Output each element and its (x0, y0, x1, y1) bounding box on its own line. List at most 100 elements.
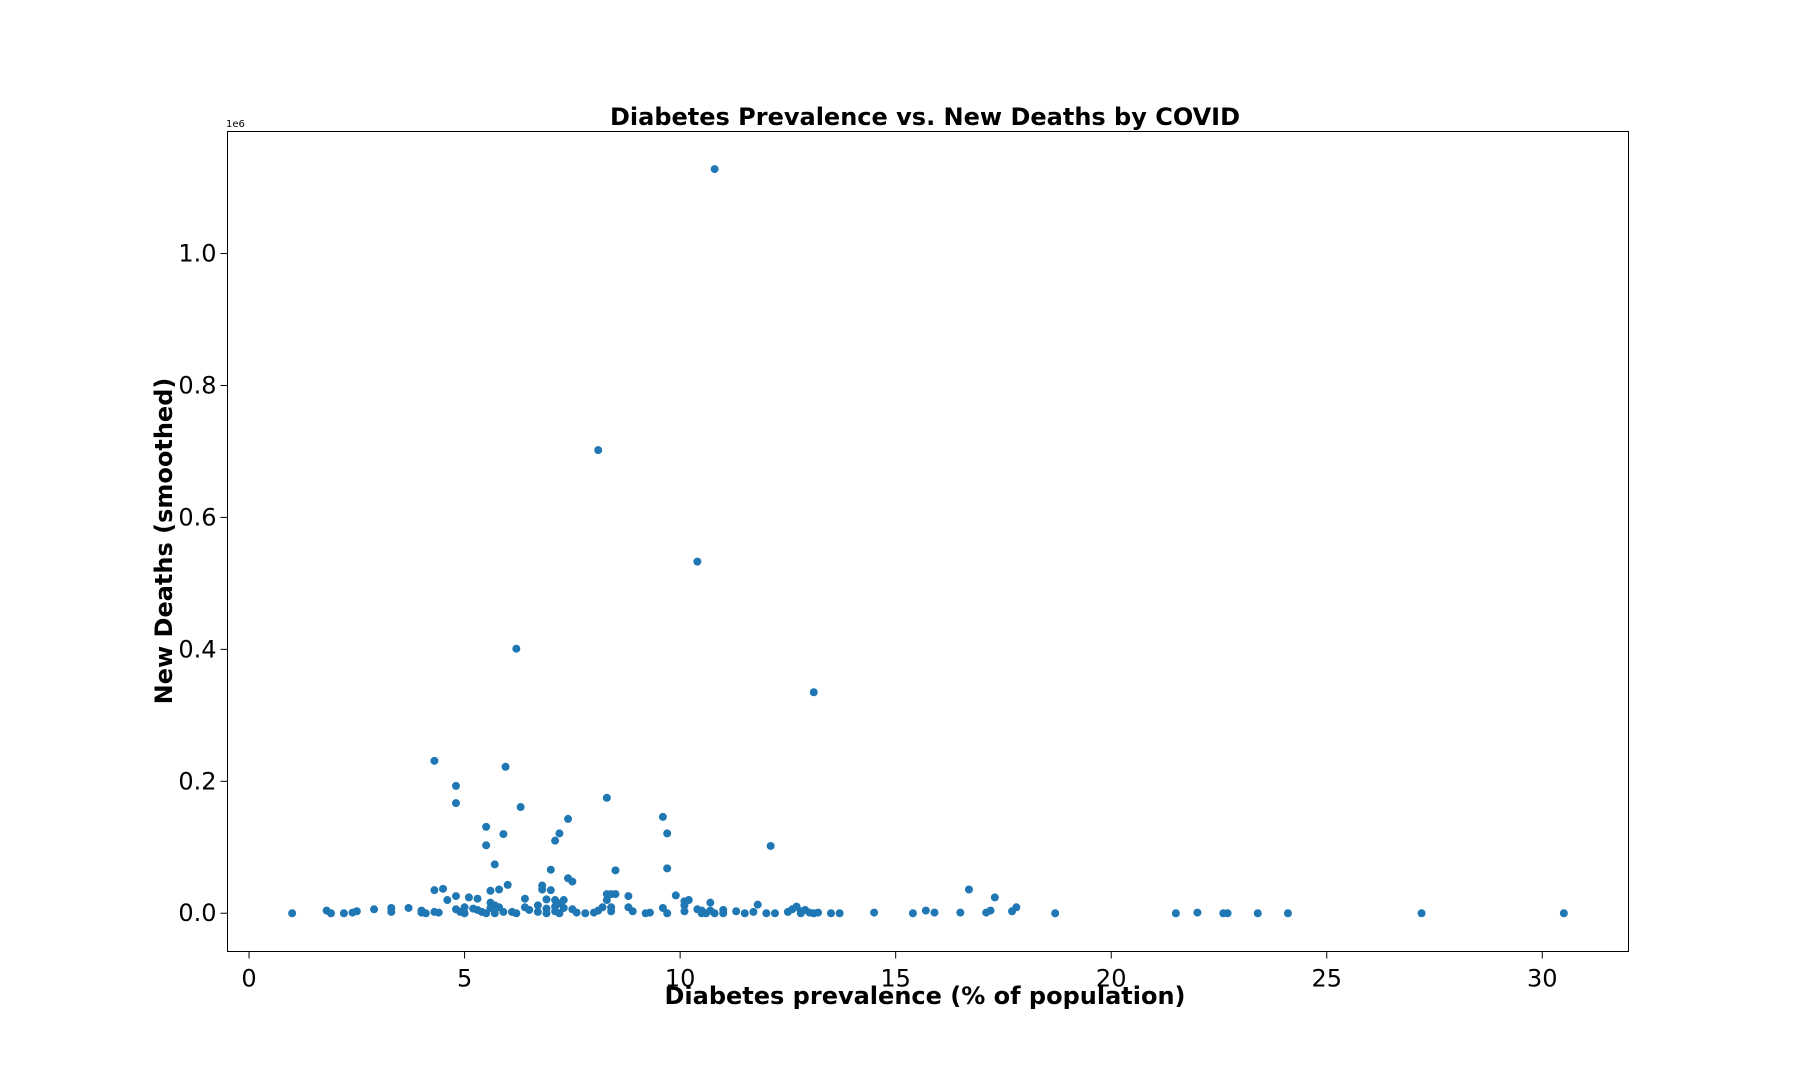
data-point (387, 907, 396, 916)
data-point (326, 909, 335, 918)
data-point (546, 865, 555, 874)
data-point (1223, 909, 1232, 918)
x-tick-label: 15 (880, 965, 911, 993)
data-point (525, 905, 534, 914)
data-point (607, 903, 616, 912)
data-point (503, 880, 512, 889)
data-point (930, 908, 939, 917)
data-point (814, 908, 823, 917)
x-axis-label: Diabetes prevalence (% of population) (664, 982, 1185, 1010)
data-point (499, 830, 508, 839)
y-tick-label: 0.0 (178, 899, 216, 927)
x-tick-label: 20 (1096, 965, 1127, 993)
data-point (533, 901, 542, 910)
data-point (516, 803, 525, 812)
data-point (430, 756, 439, 765)
data-point (482, 841, 491, 850)
data-point (602, 793, 611, 802)
x-tick-label: 0 (241, 965, 256, 993)
plot-frame (227, 131, 1629, 952)
data-point (559, 903, 568, 912)
data-point (495, 885, 504, 894)
data-point (538, 885, 547, 894)
data-point (602, 896, 611, 905)
data-point (986, 906, 995, 915)
data-point (658, 812, 667, 821)
data-point (559, 896, 568, 905)
data-point (870, 908, 879, 917)
data-point (434, 908, 443, 917)
y-tick-label: 0.4 (178, 635, 216, 663)
x-tick-label: 25 (1311, 965, 1342, 993)
y-axis-label: New Deaths (smoothed) (150, 378, 178, 705)
data-point (732, 907, 741, 916)
data-point (594, 446, 603, 455)
data-point (964, 885, 973, 894)
data-point (762, 909, 771, 918)
data-point (921, 906, 930, 915)
data-point (658, 903, 667, 912)
data-point (827, 909, 836, 918)
data-point (809, 688, 818, 697)
data-point (908, 909, 917, 918)
x-tick-label: 5 (457, 965, 472, 993)
data-point (663, 864, 672, 873)
y-tick-label: 1.0 (178, 240, 216, 268)
data-point (520, 894, 529, 903)
x-tick-label: 10 (665, 965, 696, 993)
data-point (645, 908, 654, 917)
data-point (482, 822, 491, 831)
data-point (555, 909, 564, 918)
data-point (663, 909, 672, 918)
data-point (533, 907, 542, 916)
data-point (680, 907, 689, 916)
data-point (990, 893, 999, 902)
data-point (460, 903, 469, 912)
data-point (611, 890, 620, 899)
data-point (581, 909, 590, 918)
data-point (680, 901, 689, 910)
data-point (430, 886, 439, 895)
x-axis: 0 5 10 15 20 25 30 (241, 951, 1558, 993)
data-point (464, 893, 473, 902)
data-point (451, 892, 460, 901)
data-point (749, 907, 758, 916)
y-tick-label: 0.2 (178, 767, 216, 795)
x-tick-label: 30 (1527, 965, 1558, 993)
data-point (370, 905, 379, 914)
y-tick-label: 0.6 (178, 503, 216, 531)
y-axis: 0.0 0.2 0.4 0.6 0.8 1.0 (178, 240, 228, 927)
data-point (624, 892, 633, 901)
data-point (421, 909, 430, 918)
data-point (490, 909, 499, 918)
data-point (1559, 909, 1568, 918)
data-point (611, 866, 620, 875)
data-point (542, 909, 551, 918)
data-point (339, 909, 348, 918)
data-point (835, 909, 844, 918)
data-point (490, 860, 499, 869)
data-point (460, 909, 469, 918)
y-tick-label: 0.8 (178, 371, 216, 399)
data-point (439, 884, 448, 893)
data-point (684, 896, 693, 905)
data-point (404, 903, 413, 912)
data-point (770, 909, 779, 918)
data-point (1417, 909, 1426, 918)
data-point (499, 907, 508, 916)
data-points (288, 165, 1568, 918)
data-point (352, 907, 361, 916)
data-point (766, 841, 775, 850)
data-point (753, 900, 762, 909)
data-point (443, 896, 452, 905)
data-point (710, 909, 719, 918)
data-point (1253, 909, 1262, 918)
data-point (451, 781, 460, 790)
data-point (740, 909, 749, 918)
data-point (693, 557, 702, 566)
data-point (671, 891, 680, 900)
data-point (564, 814, 573, 823)
data-point (719, 909, 728, 918)
